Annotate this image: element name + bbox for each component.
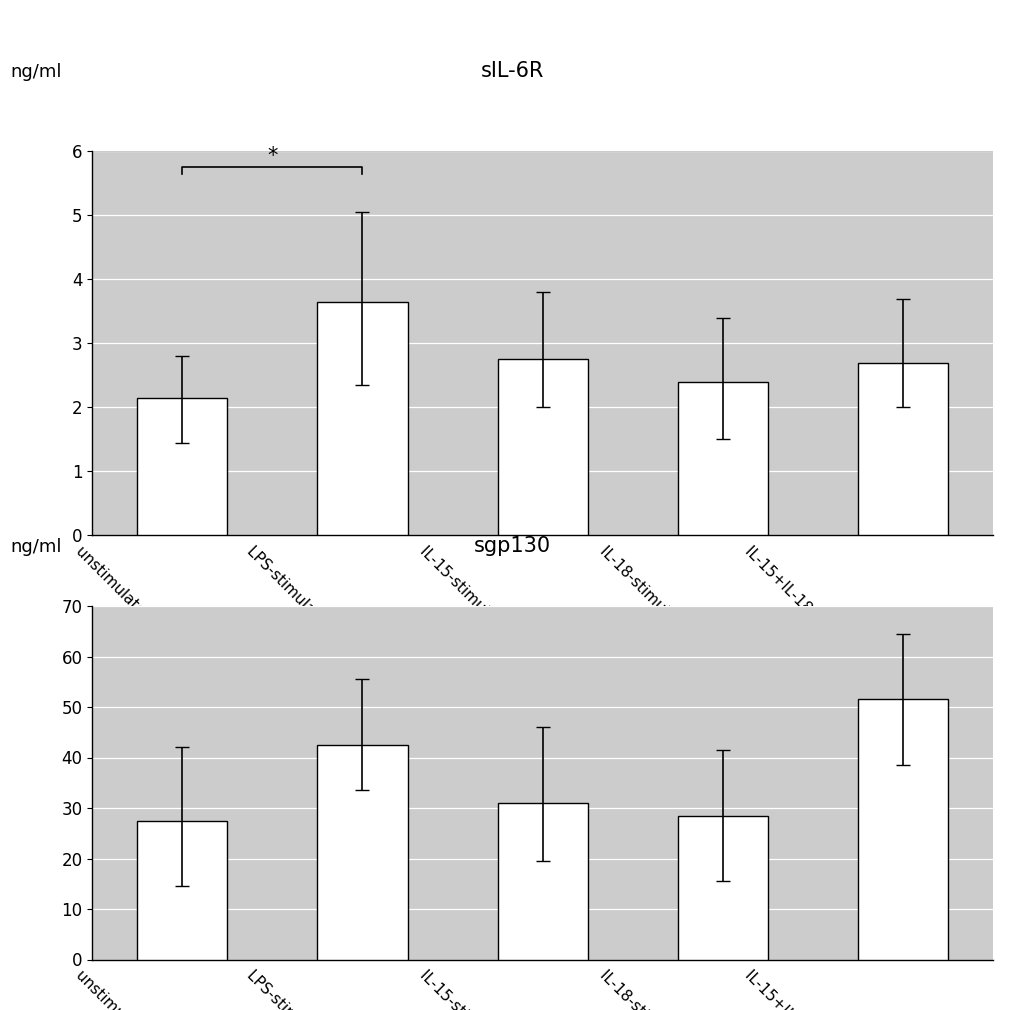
Bar <box>678 382 768 535</box>
Text: unstimulated PMN: unstimulated PMN <box>73 543 182 652</box>
Text: IL-15-stimulated PMN: IL-15-stimulated PMN <box>417 968 543 1010</box>
Text: LPS-stimulated PMN: LPS-stimulated PMN <box>244 968 362 1010</box>
Text: ng/ml: ng/ml <box>10 63 61 81</box>
Bar <box>498 803 588 960</box>
Text: LPS-stimulated PMN: LPS-stimulated PMN <box>244 543 362 663</box>
Text: ng/ml: ng/ml <box>10 537 61 556</box>
Text: sIL-6R: sIL-6R <box>480 61 544 81</box>
Bar <box>137 398 227 535</box>
Bar <box>137 820 227 959</box>
Text: IL-15-stimulated PMN: IL-15-stimulated PMN <box>417 543 543 670</box>
Text: IL-18-stimulated PMN: IL-18-stimulated PMN <box>597 543 723 670</box>
Bar <box>858 700 948 960</box>
Text: IL-15+IL-18-stimulated PMN: IL-15+IL-18-stimulated PMN <box>741 968 903 1010</box>
Bar <box>858 363 948 535</box>
Bar <box>317 745 408 960</box>
Bar <box>678 816 768 960</box>
Bar <box>498 360 588 535</box>
Text: IL-18-stimulated PMN: IL-18-stimulated PMN <box>597 968 723 1010</box>
Text: *: * <box>267 145 278 166</box>
Text: IL-15+IL-18-stimulated PMN: IL-15+IL-18-stimulated PMN <box>741 543 903 705</box>
Bar <box>317 302 408 535</box>
Text: sgp130: sgp130 <box>473 535 551 556</box>
Text: unstimulated PMN: unstimulated PMN <box>73 968 182 1010</box>
